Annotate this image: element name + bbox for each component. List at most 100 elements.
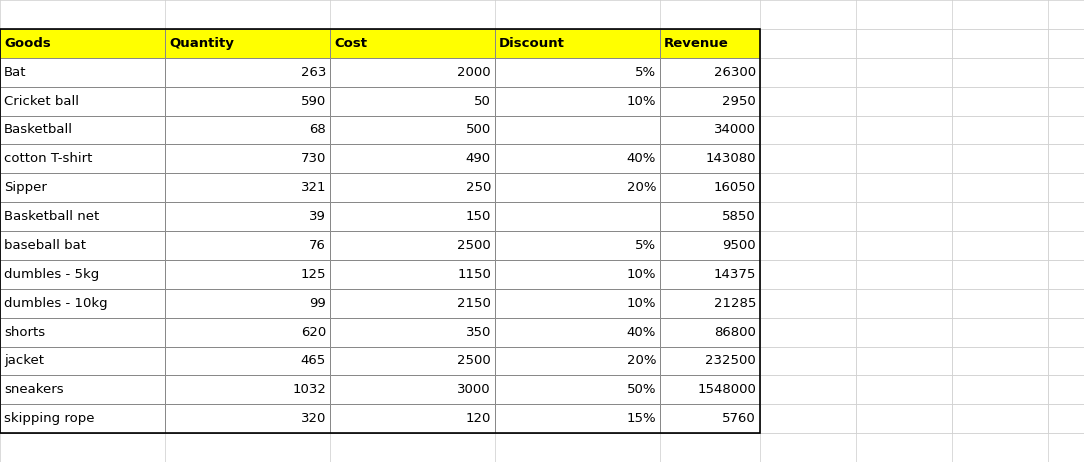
Bar [165,116,330,144]
Text: 39: 39 [309,210,326,223]
Bar [660,260,760,289]
Bar [0,231,165,260]
Bar [1048,231,1084,260]
Bar [330,375,495,404]
Bar [0,289,165,318]
Bar [0,375,165,404]
Text: 40%: 40% [627,326,656,339]
Bar [495,202,660,231]
Text: 5%: 5% [635,66,656,79]
Bar [856,29,952,58]
Bar [0,404,165,433]
Bar [0,87,165,116]
Bar [856,231,952,260]
Bar [165,58,330,87]
Text: Basketball: Basketball [4,123,73,136]
Text: 40%: 40% [627,152,656,165]
Bar [952,29,1048,58]
Bar [495,375,660,404]
Bar [660,29,760,58]
Bar [760,87,856,116]
Bar [660,404,760,433]
Text: sneakers: sneakers [4,383,64,396]
Bar [495,231,660,260]
Text: 263: 263 [300,66,326,79]
Text: Goods: Goods [4,37,51,50]
Bar [856,58,952,87]
Bar [660,116,760,144]
Bar [660,173,760,202]
Bar [330,289,495,318]
Text: 490: 490 [466,152,491,165]
Bar [330,318,495,346]
Text: 26300: 26300 [714,66,756,79]
Text: 16050: 16050 [714,181,756,194]
Text: 50: 50 [474,95,491,108]
Bar [330,231,495,260]
Text: 15%: 15% [627,412,656,425]
Text: 620: 620 [300,326,326,339]
Bar [856,346,952,375]
Bar [856,260,952,289]
Bar [856,116,952,144]
Bar [165,289,330,318]
Bar [952,58,1048,87]
Text: Revenue: Revenue [664,37,728,50]
Bar [165,173,330,202]
Bar [760,116,856,144]
Text: 730: 730 [300,152,326,165]
Text: jacket: jacket [4,354,44,367]
Bar [0,173,165,202]
Bar [165,29,330,58]
Text: 350: 350 [466,326,491,339]
Text: 3000: 3000 [457,383,491,396]
Bar [0,29,760,433]
Text: 150: 150 [466,210,491,223]
Bar [856,202,952,231]
Bar [0,260,165,289]
Bar [495,318,660,346]
Bar [660,346,760,375]
Bar [165,144,330,173]
Bar [856,173,952,202]
Bar [760,289,856,318]
Text: Basketball net: Basketball net [4,210,100,223]
Text: Quantity: Quantity [169,37,234,50]
Bar [0,29,165,58]
Bar [660,202,760,231]
Bar [330,144,495,173]
Bar [760,58,856,87]
Bar [952,260,1048,289]
Text: 321: 321 [300,181,326,194]
Bar [330,29,495,58]
Text: 99: 99 [309,297,326,310]
Bar [1048,375,1084,404]
Bar [0,58,165,87]
Bar [952,144,1048,173]
Bar [856,87,952,116]
Bar [760,29,856,58]
Text: cotton T-shirt: cotton T-shirt [4,152,92,165]
Bar [495,260,660,289]
Bar [330,202,495,231]
Text: 320: 320 [300,412,326,425]
Bar [495,404,660,433]
Bar [1048,144,1084,173]
Text: 250: 250 [466,181,491,194]
Text: 14375: 14375 [713,268,756,281]
Bar [660,87,760,116]
Text: 143080: 143080 [706,152,756,165]
Bar [952,231,1048,260]
Bar [165,231,330,260]
Bar [952,289,1048,318]
Bar [495,58,660,87]
Bar [760,260,856,289]
Bar [856,375,952,404]
Bar [495,29,660,58]
Bar [660,289,760,318]
Bar [952,318,1048,346]
Text: 86800: 86800 [714,326,756,339]
Text: shorts: shorts [4,326,46,339]
Bar [856,318,952,346]
Text: 5850: 5850 [722,210,756,223]
